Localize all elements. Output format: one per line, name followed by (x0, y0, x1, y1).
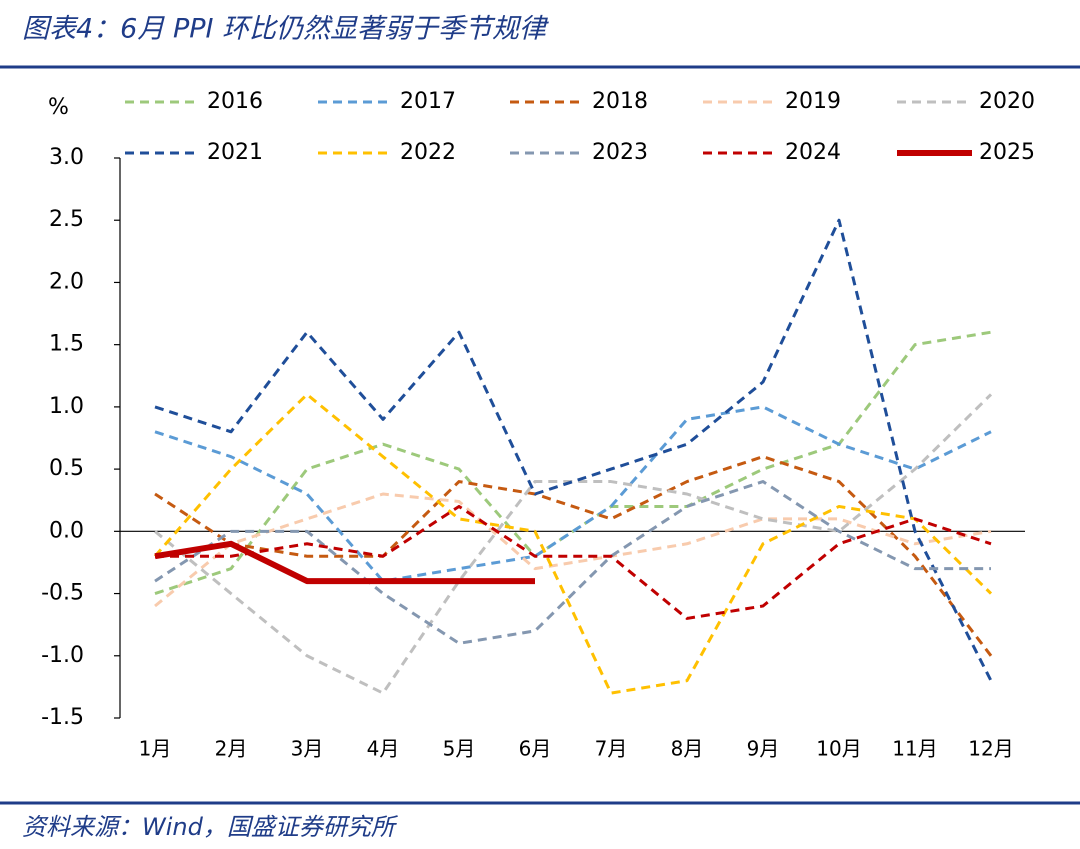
y-tick-label: 3.0 (49, 145, 84, 170)
y-tick-label: 0.0 (49, 518, 84, 543)
x-tick-label: 1月 (139, 737, 172, 761)
x-tick-label: 11月 (892, 737, 937, 761)
legend-label: 2016 (207, 89, 263, 114)
x-tick-label: 7月 (595, 737, 628, 761)
source: 资料来源：Wind，国盛证券研究所 (22, 813, 399, 841)
x-tick-label: 12月 (968, 737, 1013, 761)
x-tick-label: 8月 (671, 737, 704, 761)
y-tick-label: 1.5 (49, 332, 84, 357)
series-line (155, 504, 992, 620)
series-line (153, 392, 993, 695)
y-tick-label: -1.5 (41, 705, 84, 730)
legend-label: 2023 (592, 140, 648, 165)
y-tick-label: 1.0 (49, 394, 84, 419)
chart-title: 图表4：6月 PPI 环比仍然显著弱于季节规律 (22, 14, 549, 45)
y-tick-label: 2.5 (49, 207, 84, 232)
y-tick-label: 0.5 (49, 456, 84, 481)
legend-label: 2018 (592, 89, 648, 114)
x-tick-label: 5月 (443, 737, 476, 761)
legend-label: 2025 (979, 140, 1035, 165)
x-tick-label: 6月 (519, 737, 552, 761)
legend-label: 2017 (400, 89, 456, 114)
x-tick-label: 10月 (816, 737, 861, 761)
legend-label: 2024 (785, 140, 841, 165)
x-tick-label: 9月 (747, 737, 780, 761)
x-tick-label: 4月 (367, 737, 400, 761)
series-line (154, 480, 991, 645)
y-tick-label: -1.0 (41, 643, 84, 668)
series-line (154, 405, 992, 583)
legend-label: 2021 (207, 140, 263, 165)
y-tick-label: -0.5 (41, 581, 84, 606)
series-line (154, 393, 993, 695)
series-line (154, 455, 993, 657)
y-axis-label: % (48, 95, 69, 120)
x-tick-label: 3月 (291, 737, 324, 761)
series-line (154, 540, 535, 585)
series-line (154, 330, 992, 595)
legend-label: 2019 (785, 89, 841, 114)
y-tick-label: 2.0 (49, 269, 84, 294)
series-line (154, 218, 993, 682)
legend-label: 2020 (979, 89, 1035, 114)
x-tick-label: 2月 (215, 737, 248, 761)
legend-label: 2022 (400, 140, 456, 165)
